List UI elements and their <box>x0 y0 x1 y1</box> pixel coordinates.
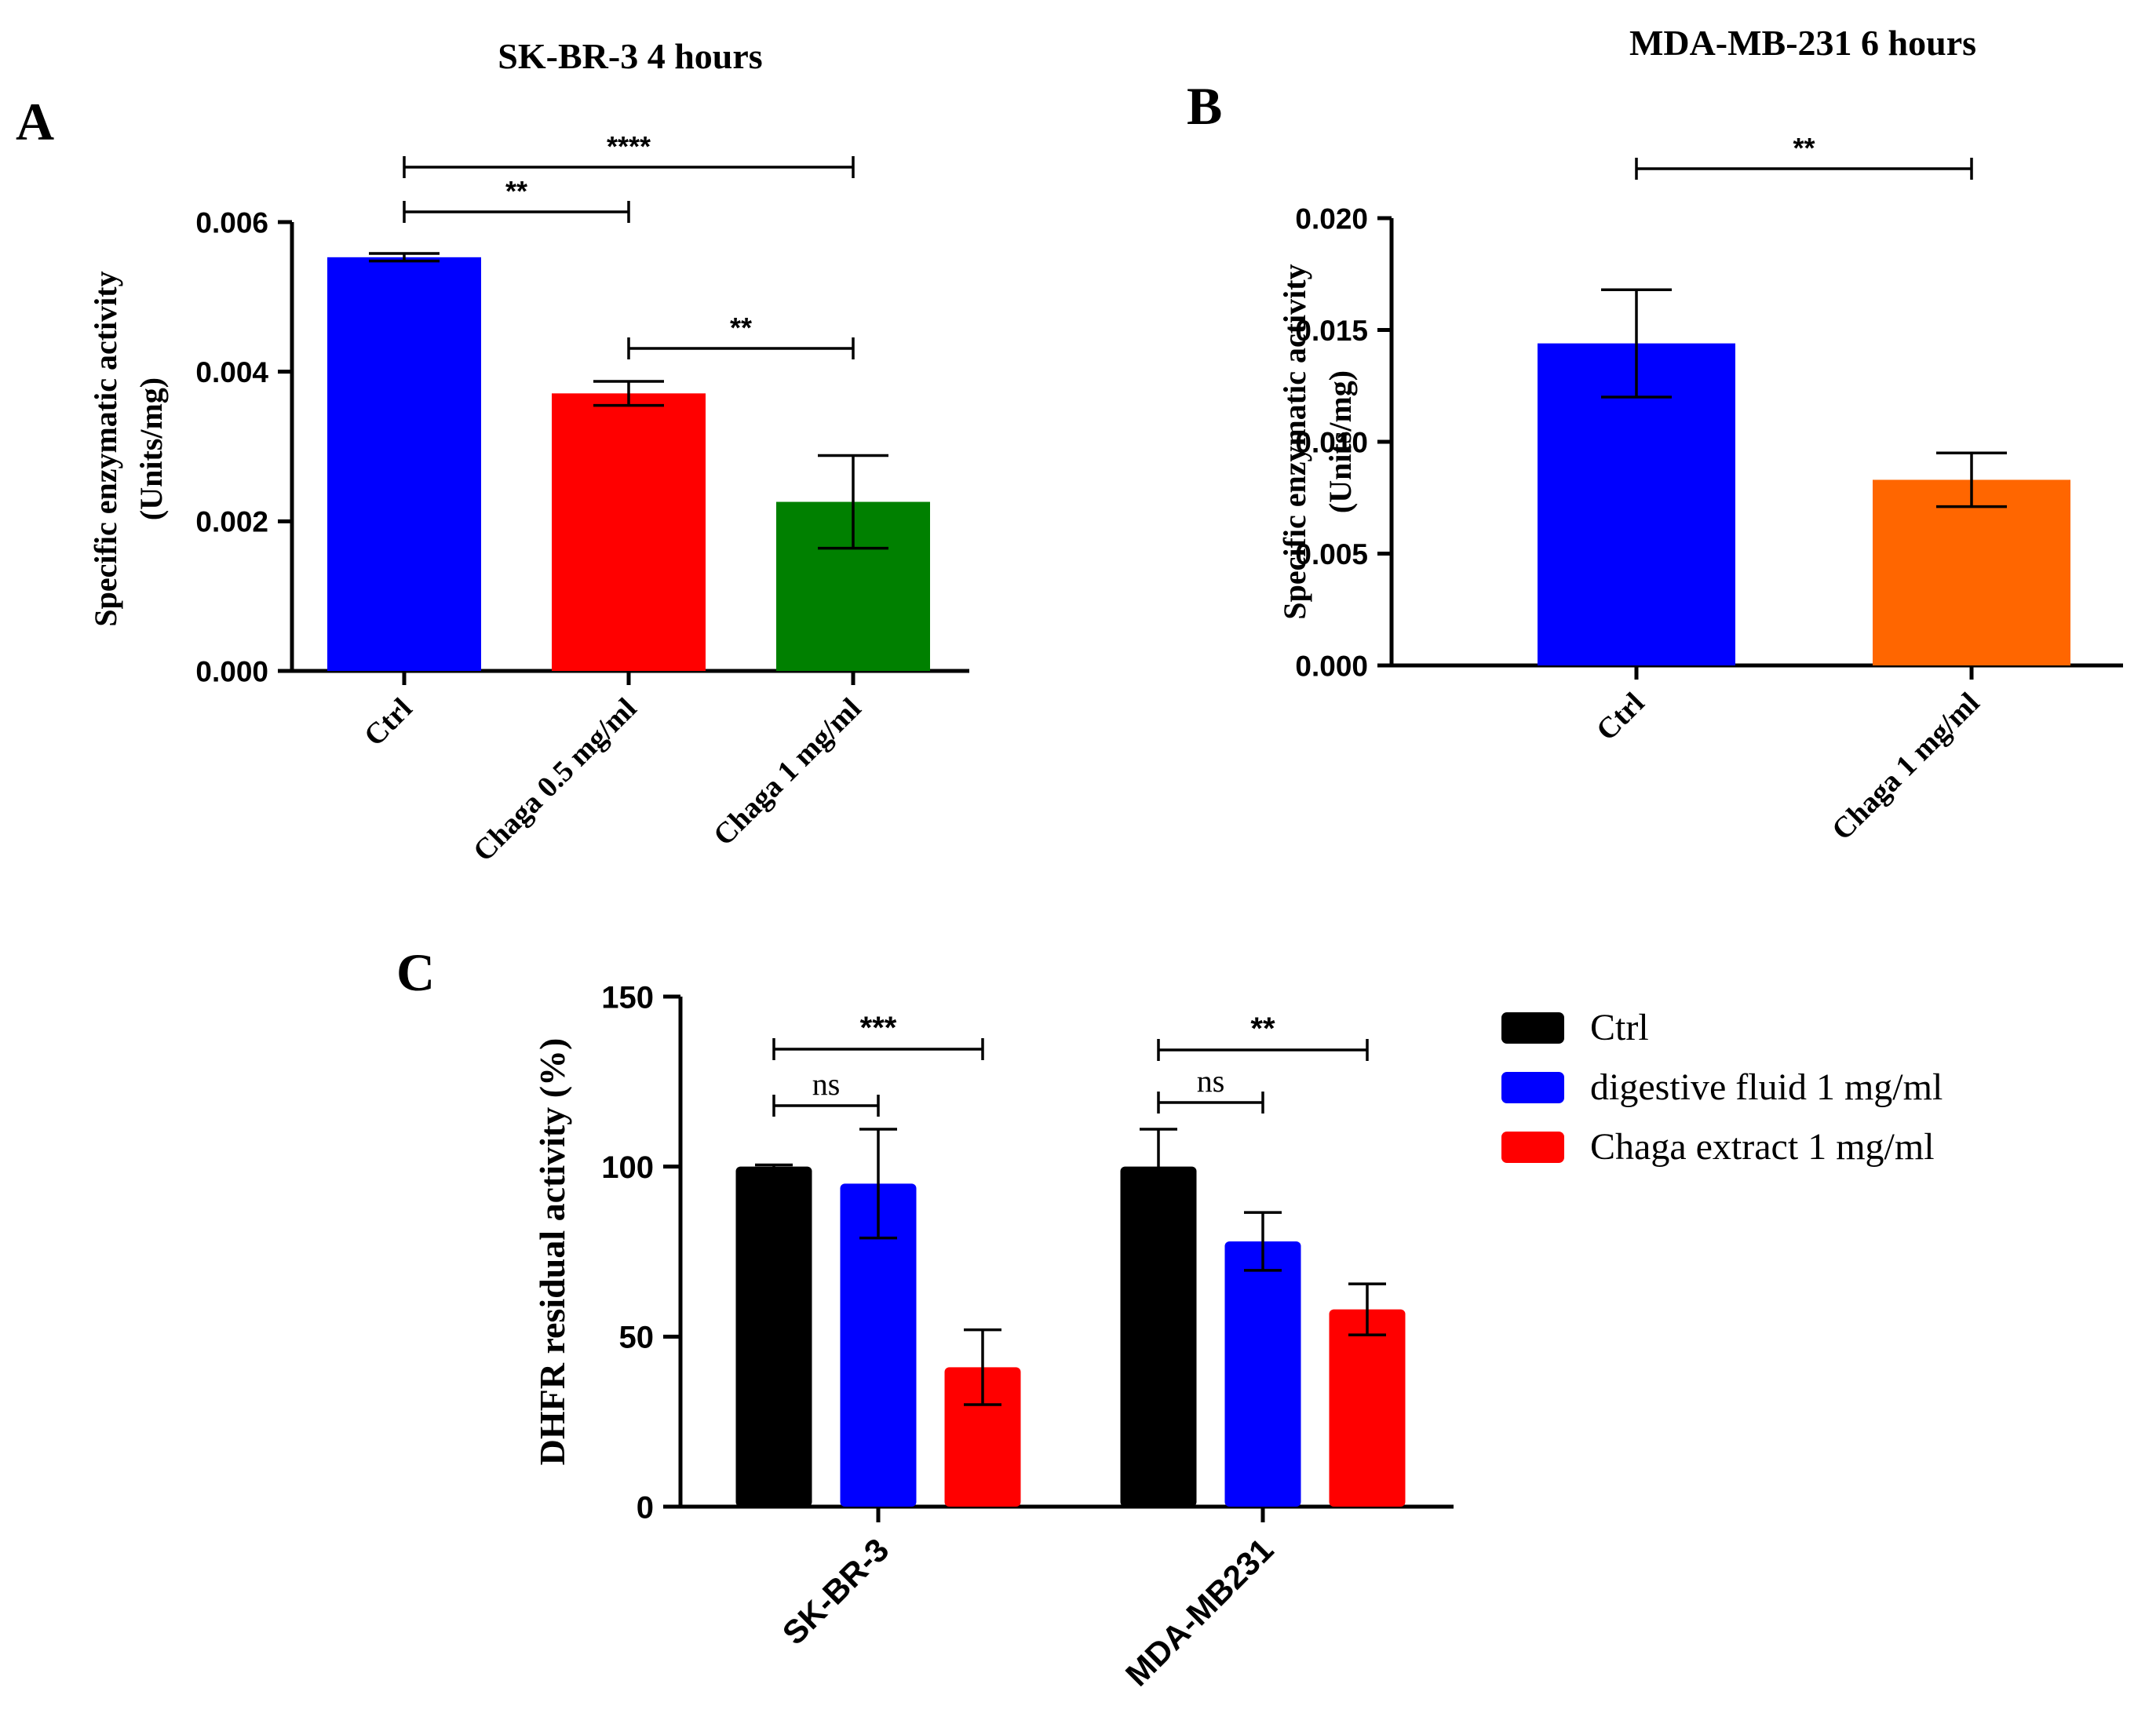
y-tick-label-b: 0.000 <box>1295 650 1368 682</box>
bar-c <box>944 1367 1021 1507</box>
y-tick-label-a: 0.006 <box>195 206 268 239</box>
legend-label-c: digestive fluid 1 mg/ml <box>1590 1066 1943 1108</box>
bar-c <box>1329 1309 1406 1507</box>
legend-swatch-c <box>1501 1012 1564 1044</box>
chart-panel-b: MDA-MB-231 6 hours Specific enzymatic act… <box>1277 23 2123 847</box>
y-tick-label-b: 0.005 <box>1295 538 1368 570</box>
y-tick-label-c: 0 <box>637 1490 654 1525</box>
x-tick-label-b: Ctrl <box>1590 687 1651 747</box>
significance-label-b: ** <box>1793 132 1815 164</box>
bar-b <box>1873 479 2070 665</box>
y-axis-label-line: Specific enzymatic activity <box>88 271 123 626</box>
bar-c <box>1120 1166 1197 1507</box>
x-tick-label-a: Ctrl <box>358 692 418 753</box>
legend-label-c: Ctrl <box>1590 1007 1649 1048</box>
bar-a <box>327 257 481 672</box>
y-tick-label-b: 0.015 <box>1295 315 1368 347</box>
y-axis-label-line: (Units/mg) <box>133 377 169 520</box>
chart-title-b: MDA-MB-231 6 hours <box>1629 23 1976 63</box>
chart-panel-c: DHFR residual activity (%) 0 50 100 150 SK-BR… <box>532 980 1943 1693</box>
y-tick-label-a: 0.000 <box>195 655 268 687</box>
significance-label-a: ** <box>730 312 752 344</box>
bar-c <box>840 1183 917 1507</box>
y-axis-label-c: DHFR residual activity (%) <box>532 1038 572 1466</box>
y-tick-label-b: 0.010 <box>1295 426 1368 458</box>
panel-letter-a: A <box>16 92 54 151</box>
y-tick-label-c: 150 <box>601 980 654 1015</box>
x-tick-label-c: MDA-MB231 <box>1118 1531 1280 1693</box>
y-axis-label-line: Specific enzymatic activity <box>1277 264 1312 619</box>
y-tick-label-c: 100 <box>601 1150 654 1185</box>
bar-c <box>1224 1241 1301 1507</box>
significance-label-a: **** <box>607 130 651 162</box>
y-tick-label-c: 50 <box>619 1321 655 1355</box>
legend-label-c: Chaga extract 1 mg/ml <box>1590 1126 1935 1168</box>
y-tick-label-a: 0.004 <box>195 356 268 388</box>
x-tick-label-a: Chaga 1 mg/ml <box>707 692 867 852</box>
significance-label-c: ns <box>812 1066 841 1102</box>
panel-letter-c: C <box>396 942 435 1002</box>
significance-label-c: ** <box>1250 1011 1275 1046</box>
y-tick-label-a: 0.002 <box>195 506 268 538</box>
y-axis-label-b: Specific enzymatic activity (Units/mg) <box>1277 264 1358 619</box>
y-axis-label-line: (Units/mg) <box>1322 370 1358 513</box>
y-axis-label-a: Specific enzymatic activity (Units/mg) <box>88 271 169 626</box>
chart-title-a: SK-BR-3 4 hours <box>498 36 762 76</box>
chart-panel-a: SK-BR-3 4 hours Specific enzymatic activi… <box>88 36 969 868</box>
significance-label-c: *** <box>860 1011 897 1045</box>
bar-c <box>735 1166 812 1507</box>
x-tick-label-c: SK-BR-3 <box>775 1531 896 1652</box>
legend-swatch-c <box>1501 1132 1564 1163</box>
bar-a <box>552 393 706 671</box>
panel-letter-b: B <box>1187 76 1222 136</box>
legend-swatch-c <box>1501 1072 1564 1103</box>
y-tick-label-b: 0.020 <box>1295 202 1368 235</box>
significance-label-a: ** <box>505 175 527 207</box>
significance-label-c: ns <box>1197 1063 1225 1099</box>
x-tick-label-a: Chaga 0.5 mg/ml <box>467 692 644 869</box>
x-tick-label-b: Chaga 1 mg/ml <box>1826 687 1986 847</box>
